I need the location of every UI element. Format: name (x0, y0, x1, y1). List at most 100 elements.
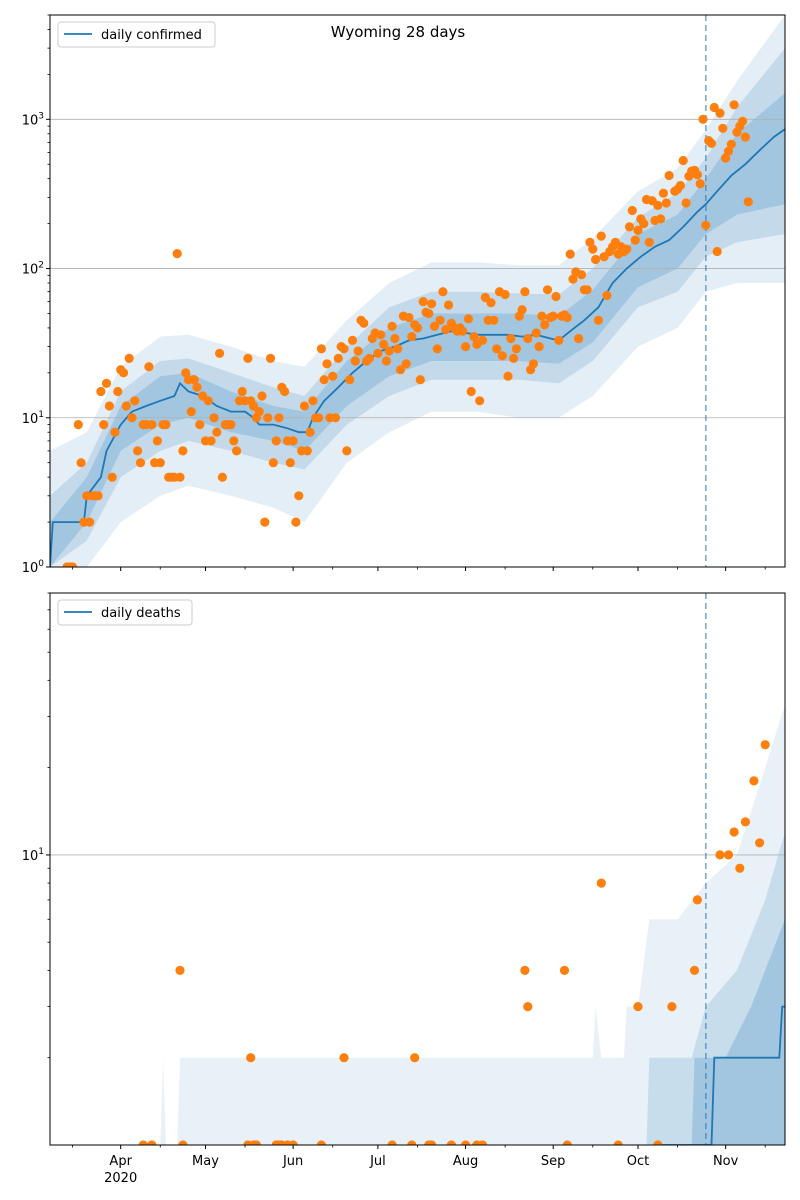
observed-point (308, 396, 318, 406)
observed-point (316, 1140, 326, 1145)
observed-point (147, 420, 157, 430)
observed-point (110, 427, 120, 437)
observed-point (698, 114, 708, 124)
observed-point (387, 1140, 397, 1145)
x-tick-label: Jul (369, 1154, 386, 1169)
y-tick-label: 101 (22, 410, 44, 427)
observed-point (644, 237, 654, 247)
y-tick-label: 102 (22, 261, 44, 278)
observed-point (381, 356, 391, 366)
observed-point (497, 351, 507, 361)
observed-point (107, 472, 117, 482)
observed-point (316, 344, 326, 354)
observed-point (195, 420, 205, 430)
observed-point (740, 132, 751, 142)
observed-point (576, 270, 587, 280)
observed-point (681, 198, 691, 208)
observed-point (138, 1140, 148, 1145)
observed-point (506, 333, 516, 344)
observed-point (186, 407, 196, 417)
observed-point (500, 289, 510, 300)
observed-point (265, 353, 276, 363)
observed-point (542, 285, 553, 295)
observed-point (152, 436, 162, 446)
observed-point (121, 401, 131, 411)
observed-point (181, 368, 191, 378)
observed-point (172, 249, 182, 259)
deaths-panel: 101 Apr 2020 May Jun Jul Aug Sep Oct Nov daily d… (22, 592, 786, 1186)
legend-box (57, 599, 193, 626)
observed-point (217, 472, 227, 482)
legend-label: daily deaths (101, 606, 181, 621)
observed-point (466, 386, 476, 397)
confirmed-points (62, 100, 753, 567)
legend-label: daily confirmed (101, 28, 202, 43)
observed-point (364, 353, 374, 363)
observed-point (339, 344, 349, 354)
observed-point (523, 333, 533, 344)
y-tick-label-base: 10 (22, 113, 39, 128)
y-tick-label-exponent: 3 (38, 111, 44, 121)
observed-point (528, 359, 539, 369)
observed-point (257, 391, 267, 401)
observed-point (345, 375, 355, 385)
observed-point (508, 353, 519, 363)
observed-point (415, 375, 425, 385)
observed-point (302, 446, 312, 456)
observed-point (582, 285, 592, 295)
uncertainty-band-2 (691, 919, 785, 1145)
observed-point (531, 328, 541, 338)
observed-point (523, 1002, 533, 1012)
observed-point (749, 776, 759, 786)
observed-point (723, 850, 734, 860)
observed-point (424, 308, 434, 319)
observed-point (147, 1140, 157, 1145)
observed-point (407, 1140, 417, 1145)
x-tick-label: May (192, 1154, 219, 1169)
x-tick-label: Oct (627, 1154, 649, 1169)
observed-point (715, 850, 725, 860)
observed-point (568, 274, 578, 284)
uncertainty-band-0 (160, 704, 785, 1145)
observed-point (444, 300, 454, 310)
observed-point (347, 335, 358, 345)
observed-point (178, 446, 188, 456)
observed-point (441, 325, 451, 335)
observed-point (215, 348, 225, 358)
observed-point (735, 863, 745, 873)
observed-point (263, 413, 273, 423)
y-tick-label-exponent: 1 (38, 847, 44, 857)
observed-point (743, 197, 753, 207)
y-tick-label-exponent: 2 (38, 261, 44, 271)
observed-point (520, 287, 530, 297)
observed-point (101, 378, 112, 388)
observed-point (330, 413, 341, 423)
observed-point (622, 244, 632, 254)
observed-point (678, 155, 688, 166)
observed-point (633, 225, 643, 235)
observed-point (339, 1053, 349, 1063)
observed-point (692, 895, 703, 905)
observed-point (404, 312, 414, 323)
observed-point (602, 290, 612, 301)
observed-point (596, 878, 606, 888)
observed-point (294, 491, 304, 501)
uncertainty-band-1 (646, 832, 785, 1145)
y-tick-label: 103 (22, 111, 44, 128)
observed-point (574, 333, 584, 344)
observed-point (192, 382, 202, 392)
observed-point (548, 311, 558, 321)
observed-point (429, 321, 440, 331)
observed-point (99, 420, 109, 430)
observed-point (723, 146, 734, 156)
observed-point (280, 386, 290, 397)
x-tick-label: Aug (453, 1154, 478, 1169)
observed-point (534, 342, 544, 352)
observed-point (438, 287, 448, 297)
observed-point (511, 344, 521, 354)
observed-point (291, 517, 301, 527)
observed-point (248, 401, 259, 411)
observed-point (664, 170, 674, 181)
observed-point (709, 102, 719, 113)
